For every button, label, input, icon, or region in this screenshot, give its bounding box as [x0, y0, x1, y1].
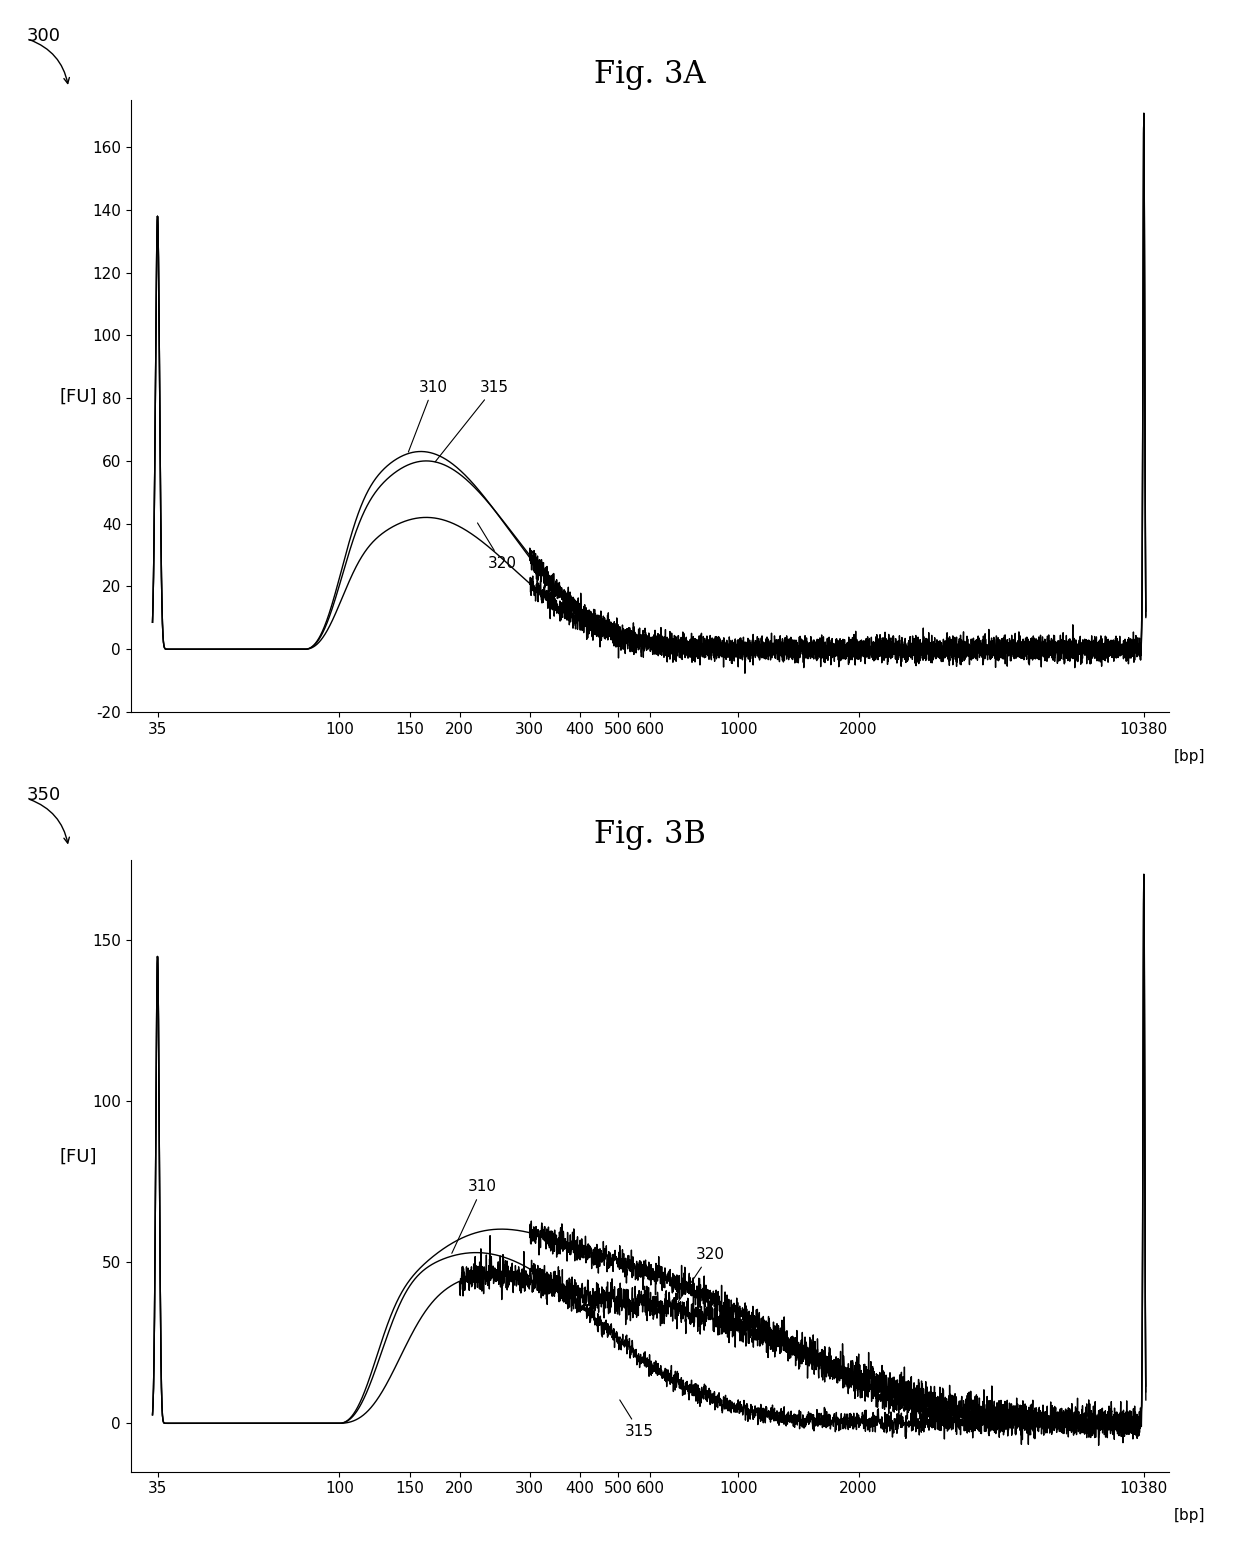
- Text: 320: 320: [477, 524, 517, 570]
- Text: 350: 350: [27, 786, 61, 803]
- Text: 300: 300: [27, 26, 61, 45]
- Text: 315: 315: [435, 379, 508, 462]
- Y-axis label: [FU]: [FU]: [60, 1148, 97, 1166]
- Text: 315: 315: [620, 1400, 655, 1439]
- Title: Fig. 3B: Fig. 3B: [594, 819, 706, 850]
- Text: 310: 310: [451, 1179, 497, 1254]
- Text: 320: 320: [678, 1246, 724, 1302]
- Text: [bp]: [bp]: [1174, 749, 1205, 763]
- Text: [bp]: [bp]: [1174, 1509, 1205, 1523]
- Title: Fig. 3A: Fig. 3A: [594, 59, 706, 90]
- Text: 310: 310: [408, 379, 448, 452]
- Y-axis label: [FU]: [FU]: [60, 388, 97, 406]
